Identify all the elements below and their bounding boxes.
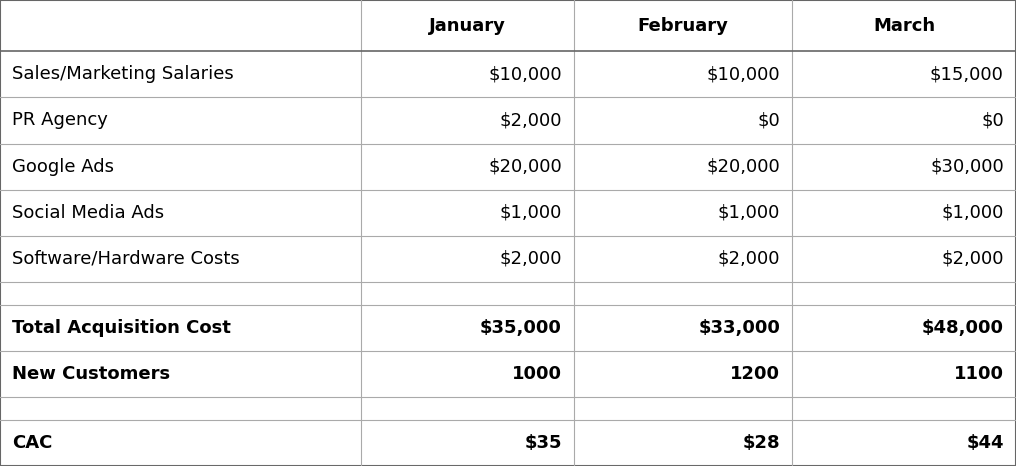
Text: Social Media Ads: Social Media Ads xyxy=(12,204,165,222)
Text: $2,000: $2,000 xyxy=(941,250,1004,268)
Text: $10,000: $10,000 xyxy=(707,65,780,83)
Text: $35,000: $35,000 xyxy=(480,319,562,337)
Text: $30,000: $30,000 xyxy=(930,158,1004,176)
Text: $0: $0 xyxy=(758,111,780,130)
Text: Sales/Marketing Salaries: Sales/Marketing Salaries xyxy=(12,65,234,83)
Text: $28: $28 xyxy=(743,434,780,452)
Text: $15,000: $15,000 xyxy=(930,65,1004,83)
Text: March: March xyxy=(873,17,936,34)
Text: January: January xyxy=(429,17,506,34)
Text: $2,000: $2,000 xyxy=(499,111,562,130)
Text: $48,000: $48,000 xyxy=(922,319,1004,337)
Text: $44: $44 xyxy=(966,434,1004,452)
Text: $33,000: $33,000 xyxy=(698,319,780,337)
Text: $0: $0 xyxy=(981,111,1004,130)
Text: New Customers: New Customers xyxy=(12,365,171,383)
Text: Software/Hardware Costs: Software/Hardware Costs xyxy=(12,250,240,268)
Text: $20,000: $20,000 xyxy=(488,158,562,176)
Text: 1200: 1200 xyxy=(731,365,780,383)
Text: $2,000: $2,000 xyxy=(499,250,562,268)
Text: Google Ads: Google Ads xyxy=(12,158,114,176)
Text: $35: $35 xyxy=(524,434,562,452)
Text: 1000: 1000 xyxy=(512,365,562,383)
Text: PR Agency: PR Agency xyxy=(12,111,108,130)
Text: $20,000: $20,000 xyxy=(706,158,780,176)
Text: CAC: CAC xyxy=(12,434,53,452)
Text: Total Acquisition Cost: Total Acquisition Cost xyxy=(12,319,231,337)
Text: $1,000: $1,000 xyxy=(942,204,1004,222)
Text: $1,000: $1,000 xyxy=(500,204,562,222)
Text: $10,000: $10,000 xyxy=(489,65,562,83)
Text: $2,000: $2,000 xyxy=(717,250,780,268)
Text: February: February xyxy=(638,17,728,34)
Text: 1100: 1100 xyxy=(954,365,1004,383)
Text: $1,000: $1,000 xyxy=(718,204,780,222)
